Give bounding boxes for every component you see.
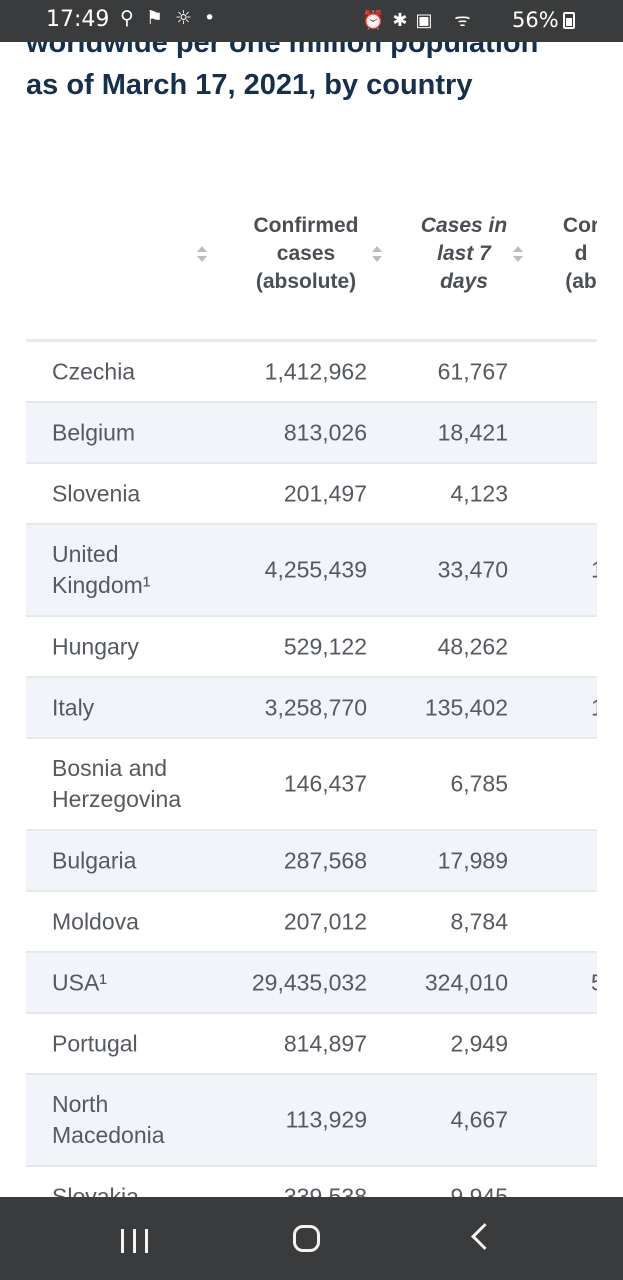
country-name-line: Bosnia and [52, 755, 168, 781]
table-header: Confirmed cases (absolute) Cases in last… [26, 180, 597, 342]
navigation-bar [0, 1197, 623, 1280]
confirmed-cases-cell: 207,012 [283, 908, 367, 934]
partial-column-cell: 1 [591, 557, 597, 584]
table-row: United Kingdom¹ 4,255,439 33,470 1 [26, 525, 597, 617]
table-row: Slovakia 339,538 9,945 [26, 1167, 597, 1197]
last-7-days-cell: 17,989 [437, 847, 508, 873]
battery-icon [563, 12, 575, 29]
last-7-days-cell: 61,767 [437, 358, 508, 384]
last-7-days-cell: 135,402 [424, 694, 508, 720]
confirmed-cases-cell: 529,122 [283, 633, 367, 659]
confirmed-cases-cell: 4,255,439 [264, 556, 367, 583]
status-bar: 17:49 ⚲⚑☼• ⏰✱▣ ᯤ 56% [0, 0, 623, 42]
table-row: Portugal 814,897 2,949 [26, 1014, 597, 1075]
table-row: USA¹ 29,435,032 324,010 5 [26, 953, 597, 1014]
last-7-days-cell: 324,010 [424, 969, 508, 995]
country-name-line: Moldova [52, 908, 139, 934]
country-name: United Kingdom¹ [52, 539, 227, 601]
header-confirmed-cases[interactable]: Confirmed cases (absolute) [253, 214, 359, 293]
country-name: Portugal [52, 1028, 227, 1059]
country-name: Bosnia and Herzegovina [52, 753, 227, 815]
confirmed-cases-cell: 146,437 [283, 770, 367, 797]
table-row: Bulgaria 287,568 17,989 [26, 831, 597, 892]
country-name-line: Portugal [52, 1030, 138, 1056]
country-name-line: Italy [52, 694, 95, 720]
partial-column-cell: 1 [591, 694, 597, 721]
confirmed-cases-cell: 29,435,032 [251, 969, 367, 995]
table-row: Bosnia and Herzegovina 146,437 6,785 [26, 739, 597, 831]
confirmed-cases-cell: 1,412,962 [264, 358, 367, 384]
country-name: Italy [52, 692, 227, 723]
country-name-line: Belgium [52, 419, 136, 445]
country-name: Belgium [52, 417, 227, 448]
last-7-days-cell: 6,785 [450, 770, 508, 797]
table-row: Belgium 813,026 18,421 [26, 403, 597, 464]
recent-apps-icon[interactable] [121, 1229, 149, 1253]
last-7-days-cell: 2,949 [450, 1030, 508, 1056]
header-divider [26, 339, 597, 342]
country-name-line: Slovenia [52, 480, 141, 506]
confirmed-cases-cell: 813,026 [283, 419, 367, 445]
table-row: Moldova 207,012 8,784 [26, 892, 597, 953]
country-name-line: USA¹ [52, 969, 107, 995]
confirmed-cases-cell: 3,258,770 [264, 694, 367, 720]
last-7-days-cell: 9,945 [450, 1183, 508, 1197]
partial-column-cell: 5 [591, 969, 597, 996]
table-row: Slovenia 201,497 4,123 [26, 464, 597, 525]
battery-percent: 56% [512, 8, 559, 32]
system-icons: ⏰✱▣ ᯤ [362, 10, 479, 31]
last-7-days-cell: 18,421 [437, 419, 508, 445]
header-partial-column[interactable]: Cor d (ab [562, 214, 597, 293]
confirmed-cases-cell: 201,497 [283, 480, 367, 506]
country-name: North Macedonia [52, 1089, 227, 1151]
table-row: Italy 3,258,770 135,402 1 [26, 678, 597, 739]
last-7-days-cell: 4,123 [450, 480, 508, 506]
cases-table: Confirmed cases (absolute) Cases in last… [26, 180, 597, 1197]
country-name-line: Kingdom¹ [52, 572, 151, 598]
country-name: Slovenia [52, 478, 227, 509]
country-name-line: Slovakia [52, 1183, 139, 1197]
table-row: Czechia 1,412,962 61,767 [26, 342, 597, 403]
country-name-line: Herzegovina [52, 786, 182, 812]
country-name-line: Hungary [52, 633, 139, 659]
country-name: Czechia [52, 356, 227, 387]
confirmed-cases-cell: 113,929 [285, 1106, 367, 1133]
confirmed-cases-cell: 814,897 [283, 1030, 367, 1056]
notification-icons: ⚲⚑☼• [120, 7, 228, 29]
back-icon[interactable] [471, 1223, 498, 1250]
country-name: Slovakia [52, 1181, 227, 1197]
country-name-line: United [52, 541, 119, 567]
home-icon[interactable] [293, 1225, 320, 1252]
table-row: North Macedonia 113,929 4,667 [26, 1075, 597, 1167]
table-row: Hungary 529,122 48,262 [26, 617, 597, 678]
last-7-days-cell: 8,784 [450, 908, 508, 934]
confirmed-cases-cell: 287,568 [283, 847, 367, 873]
country-name-line: Czechia [52, 358, 136, 384]
last-7-days-cell: 4,667 [450, 1106, 508, 1133]
country-name: Moldova [52, 906, 227, 937]
country-name-line: Macedonia [52, 1122, 165, 1148]
country-name-line: Bulgaria [52, 847, 137, 873]
country-name: Hungary [52, 631, 227, 662]
last-7-days-cell: 48,262 [437, 633, 508, 659]
header-cases-last-7-days[interactable]: Cases in last 7 days [420, 214, 508, 293]
country-name: Bulgaria [52, 845, 227, 876]
country-name-line: North [52, 1091, 109, 1117]
status-time: 17:49 [46, 7, 110, 32]
last-7-days-cell: 33,470 [437, 556, 508, 583]
country-name: USA¹ [52, 967, 227, 998]
page-title-line-2: as of March 17, 2021, by country [26, 69, 473, 101]
confirmed-cases-cell: 339,538 [283, 1183, 367, 1197]
